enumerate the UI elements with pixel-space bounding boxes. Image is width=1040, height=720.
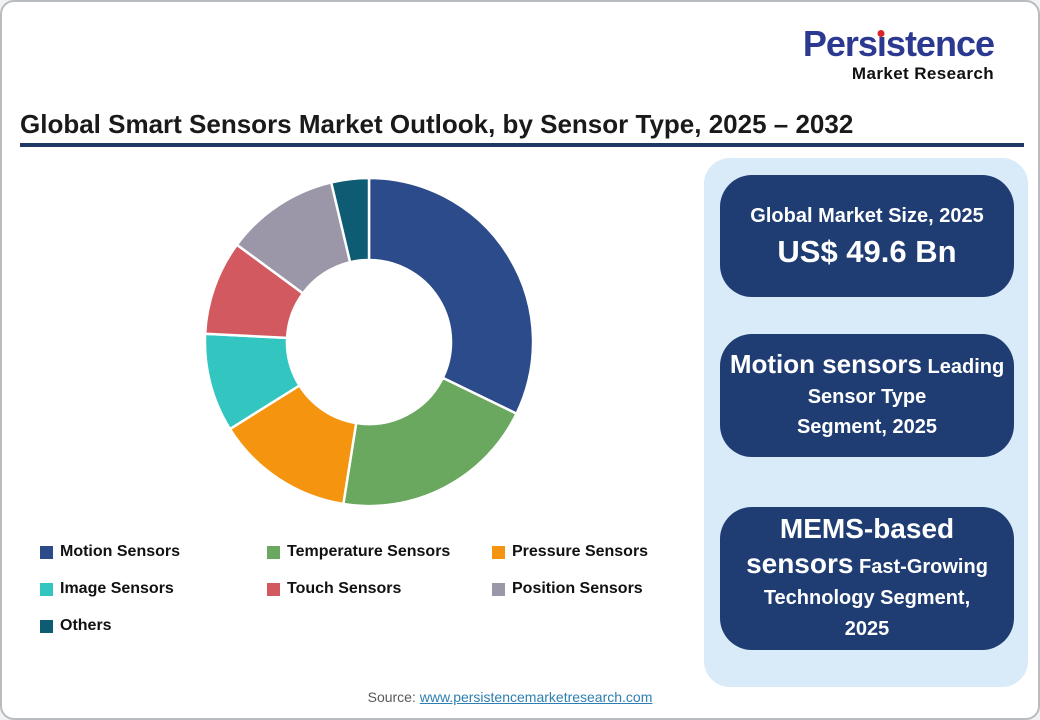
fast-growing-tech-name2: sensors (746, 547, 854, 579)
logo-i-dot-icon (877, 30, 885, 37)
legend-item-others: Others (40, 617, 267, 635)
legend-swatch (40, 619, 53, 633)
legend-label: Others (60, 617, 112, 634)
fast-growing-line3: Technology Segment, (763, 586, 971, 609)
pmr-logo: Pers ıstence Market Research (802, 23, 995, 83)
donut-svg (203, 176, 535, 508)
legend-label: Pressure Sensors (512, 543, 649, 560)
legend-item-pressure-sensors: Pressure Sensors (492, 543, 690, 561)
fast-growing-line1: MEMS-based (720, 513, 1014, 548)
legend-swatch (40, 545, 53, 559)
legend-item-touch-sensors: Touch Sensors (267, 580, 492, 598)
market-size-label: Global Market Size, 2025 (750, 205, 984, 227)
leading-segment-line3: Segment, 2025 (796, 416, 938, 438)
legend-label: Temperature Sensors (287, 543, 451, 560)
market-size-value: US$ 49.6 Bn (777, 234, 957, 269)
title-underline (20, 143, 1024, 147)
chart-legend: Motion Sensors Temperature Sensors Pressur… (40, 543, 690, 635)
donut-segment-temperature-sensors (342, 376, 518, 508)
page-title: Global Smart Sensors Market Outlook, by … (20, 109, 854, 139)
legend-label: Touch Sensors (287, 580, 402, 597)
legend-swatch (267, 582, 280, 596)
logo-brand-text: Pers ıstence (802, 23, 995, 64)
legend-label: Position Sensors (512, 580, 643, 597)
leading-segment-line1: Motion sensors Leading (720, 349, 1014, 382)
fast-growing-line4: 2025 (844, 617, 890, 640)
source-label: Source: (367, 689, 416, 705)
leading-segment-line2: Sensor Type (807, 386, 927, 408)
legend-item-temperature-sensors: Temperature Sensors (267, 543, 492, 561)
legend-swatch (267, 545, 280, 559)
legend-label: Motion Sensors (60, 543, 181, 560)
legend-swatch (492, 582, 505, 596)
fast-growing-tech-name1: MEMS-based (779, 512, 955, 544)
fast-growing-word: Fast-Growing (859, 555, 988, 578)
fast-growing-line2: sensors Fast-Growing (720, 548, 1014, 583)
legend-swatch (492, 545, 505, 559)
donut-chart (201, 174, 537, 510)
highlight-leading-segment: Motion sensors Leading Sensor Type Segme… (720, 334, 1014, 457)
highlights-panel: Global Market Size, 2025 US$ 49.6 Bn Mot… (704, 158, 1028, 687)
legend-item-motion-sensors: Motion Sensors (40, 543, 267, 561)
donut-segment-others (329, 176, 371, 264)
legend-label: Image Sensors (60, 580, 174, 597)
highlight-market-size: Global Market Size, 2025 US$ 49.6 Bn (720, 175, 1014, 297)
source-line: Source: www.persistencemarketresearch.co… (2, 689, 1018, 705)
source-link[interactable]: www.persistencemarketresearch.com (419, 689, 653, 705)
leading-segment-word: Leading (927, 356, 1005, 378)
logo-letter-i: ı (876, 23, 887, 64)
donut-segment-motion-sensors (367, 176, 535, 415)
legend-swatch (40, 582, 53, 596)
legend-item-image-sensors: Image Sensors (40, 580, 267, 598)
leading-segment-name: Motion sensors (729, 349, 922, 379)
highlight-fast-growing: MEMS-based sensors Fast-Growing Technolo… (720, 507, 1014, 650)
logo-subtitle: Market Research (851, 64, 994, 83)
legend-item-position-sensors: Position Sensors (492, 580, 690, 598)
